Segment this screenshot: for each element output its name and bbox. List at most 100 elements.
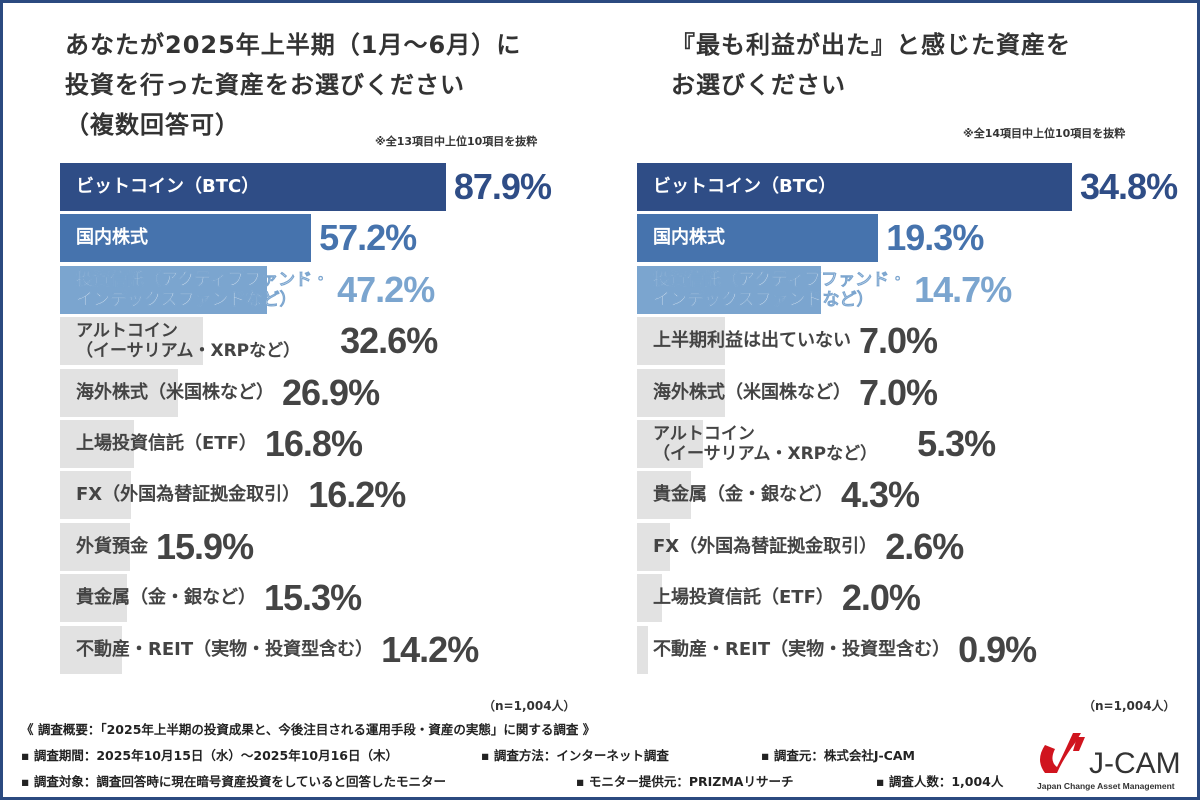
category-label: FX（外国為替証拠金取引） [60, 485, 300, 505]
bar [637, 574, 662, 623]
category-label-line: 不動産・REIT（実物・投資型含む） [76, 638, 374, 660]
category-label: 外貨預金 [60, 535, 148, 557]
category-label-line: アルトコイン [76, 321, 178, 342]
category-label-line: ビットコイン（BTC） [76, 176, 260, 197]
bar [60, 522, 130, 571]
monitor-provider: ▪ モニター提供元：PRIZMAリサーチ [576, 774, 794, 789]
category-label-line: 国内株式 [76, 227, 148, 249]
survey-method: ▪ 調査方法：インターネット調査 [481, 748, 669, 763]
left-note: ※全13項目中上位10項目を抜粋 [375, 135, 538, 148]
category-label-line: 不動産・REIT（実物・投資型含む） [653, 638, 951, 660]
category-label: 上場投資信託（ETF） [637, 588, 834, 608]
category-label-line: 海外株式（米国株など） [653, 381, 851, 403]
right-chart-title: 『最も利益が出た』と感じた資産を お選びください [671, 25, 1071, 105]
category-label: ビットコイン（BTC） [60, 177, 446, 197]
bar-row: 海外株式（米国株など） 26.9% [60, 368, 380, 417]
category-label-line: 外貨預金 [76, 535, 148, 557]
category-label-line: ビットコイン（BTC） [653, 176, 837, 197]
value-label: 14.7% [914, 268, 1012, 310]
category-label-line: 上場投資信託（ETF） [76, 433, 257, 454]
value-label: 32.6% [340, 320, 438, 362]
jcam-logo-icon: J-CAM Japan Change Asset Management [1037, 733, 1181, 791]
category-label-line: 貴金属（金・銀など） [653, 484, 833, 506]
bar-row: 国内株式 19.3% [637, 214, 984, 263]
category-label: ビットコイン（BTC） [637, 177, 1072, 197]
bar-row: 投資信託（アクティブファンド・ インデックスファンドなど） 47.2% [60, 265, 435, 314]
logo-tagline: Japan Change Asset Management [1037, 781, 1175, 791]
value-label: 7.0% [859, 371, 938, 413]
category-label: 投資信託（アクティブファンド・ インデックスファンドなど） [60, 269, 330, 311]
category-label: 不動産・REIT（実物・投資型含む） [60, 638, 374, 660]
category-label: 上場投資信託（ETF） [60, 434, 257, 454]
category-label-line: 貴金属（金・銀など） [76, 587, 256, 609]
bar [60, 317, 204, 366]
value-label: 19.3% [886, 217, 984, 259]
category-label: 不動産・REIT（実物・投資型含む） [637, 638, 951, 660]
left-sample-size: （n=1,004人） [483, 699, 576, 713]
category-label: 貴金属（金・銀など） [637, 485, 833, 505]
category-label-line: 国内株式 [653, 227, 725, 249]
survey-target: ▪ 調査対象：調査回答時に現在暗号資産投資をしていると回答したモニター [21, 774, 446, 789]
title-line: お選びください [671, 71, 846, 99]
value-label: 15.9% [156, 525, 254, 567]
value-label: 16.2% [308, 474, 406, 516]
bar-row: 国内株式 57.2% [60, 214, 417, 263]
title-line: 投資を行った資産をお選びください [65, 71, 465, 99]
bar [637, 317, 725, 366]
bar-row: アルトコイン （イーサリアム・XRPなど） 32.6% [60, 317, 438, 366]
bar-row: 貴金属（金・銀など） 4.3% [637, 471, 920, 520]
category-label-line: 投資信託（アクティブファンド・ [653, 269, 907, 291]
category-label-line: 投資信託（アクティブファンド・ [76, 269, 330, 291]
category-label: アルトコイン （イーサリアム・XRPなど） [60, 321, 300, 361]
bar [637, 265, 821, 314]
bar [60, 420, 134, 468]
survey-period: ▪ 調査期間：2025年10月15日（水）～2025年10月16日（木） [21, 748, 398, 763]
category-label-line: （イーサリアム・XRPなど） [76, 341, 301, 362]
bar-row: 不動産・REIT（実物・投資型含む） 14.2% [60, 625, 479, 674]
value-label: 57.2% [319, 217, 417, 259]
bar [60, 574, 128, 623]
value-label: 16.8% [264, 423, 363, 464]
value-label: 47.2% [337, 268, 435, 310]
survey-source: ▪ 調査元：株式会社J-CAM [761, 748, 915, 763]
bar-row: 上場投資信託（ETF） 16.8% [60, 420, 363, 468]
category-label-line: インデックスファンドなど） [653, 289, 874, 311]
category-label: 上半期利益は出ていない [637, 331, 851, 351]
category-label: 海外株式（米国株など） [60, 381, 274, 403]
title-line: （複数回答可） [65, 111, 240, 139]
value-label: 2.0% [841, 577, 921, 619]
bar-row: ビットコイン（BTC） 34.8% [637, 163, 1178, 211]
bar-row: 上場投資信託（ETF） 2.0% [637, 574, 921, 623]
category-label-line: 上半期利益は出ていない [653, 330, 851, 352]
bar-row: 貴金属（金・銀など） 15.3% [60, 574, 362, 623]
bar-row: FX（外国為替証拠金取引） 2.6% [637, 522, 964, 571]
bar-row: 海外株式（米国株など） 7.0% [637, 368, 938, 417]
bar [637, 420, 704, 468]
value-label: 5.3% [917, 423, 996, 464]
bar [637, 368, 725, 417]
survey-info-row-2: ▪ 調査対象：調査回答時に現在暗号資産投資をしていると回答したモニター ▪ モニタ… [21, 771, 1003, 790]
title-line: 『最も利益が出た』と感じた資産を [671, 31, 1071, 59]
bar-row: 上半期利益は出ていない 7.0% [637, 317, 938, 366]
value-label: 26.9% [282, 371, 380, 413]
value-label: 87.9% [453, 166, 552, 207]
bar [637, 163, 1072, 211]
value-label: 34.8% [1080, 166, 1178, 207]
bar [60, 214, 312, 263]
bar [637, 625, 649, 674]
title-line: あなたが2025年上半期（1月〜6月）に [65, 31, 522, 59]
value-label: 4.3% [841, 474, 920, 516]
value-label: 0.9% [958, 628, 1037, 670]
bar [60, 471, 132, 520]
category-label: 投資信託（アクティブファンド・ インデックスファンドなど） [637, 269, 907, 311]
bar-row: FX（外国為替証拠金取引） 16.2% [60, 471, 406, 520]
category-label-line: （イーサリアム・XRPなど） [653, 444, 878, 464]
bar [637, 471, 691, 520]
value-label: 7.0% [859, 320, 938, 362]
bar-row: 投資信託（アクティブファンド・ インデックスファンドなど） 14.7% [637, 265, 1012, 314]
category-label-line: インデックスファンドなど） [76, 289, 297, 311]
category-label: 貴金属（金・銀など） [60, 588, 256, 608]
category-label-line: FX（外国為替証拠金取引） [653, 535, 878, 557]
category-label-line: 海外株式（米国株など） [76, 381, 274, 403]
survey-count: ▪ 調査人数：1,004人 [876, 774, 1004, 789]
